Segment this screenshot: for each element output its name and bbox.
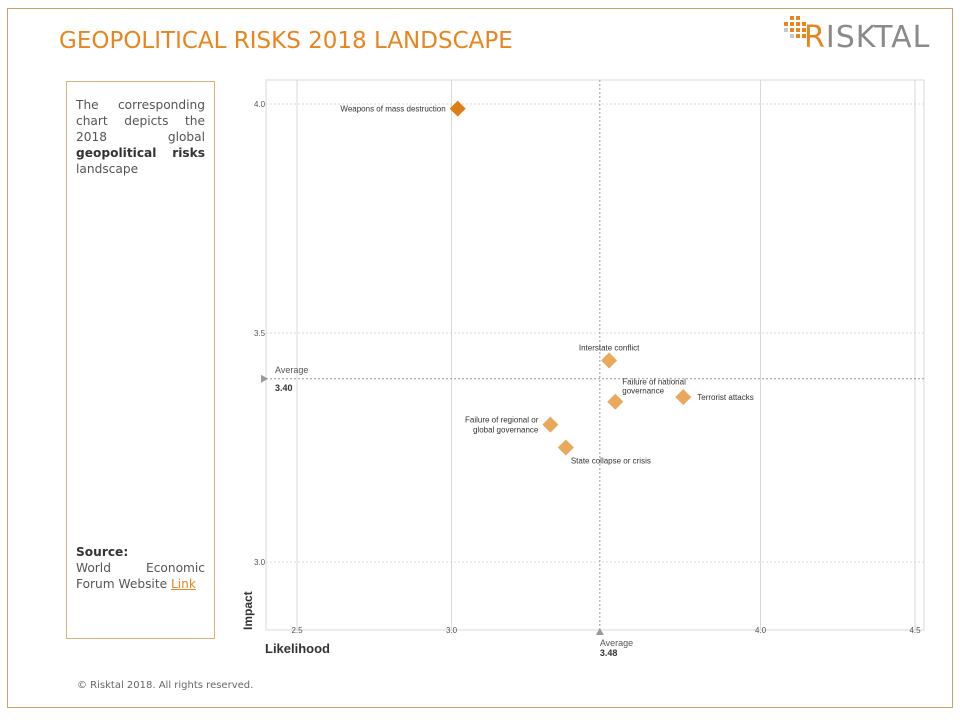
x-tick-label: 3.0: [446, 626, 458, 635]
logo-initial: R: [804, 20, 826, 55]
risk-label: Failure of regional or: [465, 416, 539, 425]
risktal-logo: RISKTAL: [784, 14, 934, 60]
source-text: World Economic Forum Website Link: [76, 560, 205, 592]
x-tick-label: 4.5: [909, 626, 921, 635]
description-text: The corresponding chart depicts the 2018…: [76, 97, 205, 177]
y-average-marker: [261, 374, 268, 383]
axis-layer: 2.5 3.0 4.0 4.5 3.0 3.5 4.0: [254, 100, 921, 635]
y-axis-label: Impact: [241, 591, 255, 630]
y-tick-label: 3.0: [254, 558, 266, 567]
x-average-value: 3.48: [600, 648, 618, 658]
logo-dots-icon: [784, 16, 806, 38]
source-label: Source:: [76, 545, 129, 559]
x-axis-label: Likelihood: [265, 641, 330, 656]
plot-frame: [265, 79, 925, 631]
description-highlight: geopolitical risks: [76, 146, 205, 160]
source-block: Source: World Economic Forum Website Lin…: [76, 544, 205, 592]
y-average-label: Average: [275, 365, 308, 375]
risk-marker: [542, 416, 559, 433]
risk-label: State collapse or crisis: [571, 457, 651, 466]
y-tick-label: 4.0: [254, 100, 266, 109]
x-average-label: Average: [600, 638, 633, 648]
y-average-value: 3.40: [275, 383, 293, 393]
slide-title: GEOPOLITICAL RISKS 2018 LANDSCAPE: [59, 28, 513, 54]
risk-label: governance: [622, 387, 664, 396]
x-tick-label: 2.5: [291, 626, 303, 635]
risk-label: Failure of national: [622, 378, 686, 387]
risk-marker: [675, 389, 692, 406]
grid-layer: [265, 79, 925, 631]
slide-frame: [7, 8, 953, 708]
risk-label: Terrorist attacks: [697, 393, 753, 402]
footer-copyright: © Risktal 2018. All rights reserved.: [77, 680, 254, 691]
y-tick-label: 3.5: [254, 329, 266, 338]
risk-label: global governance: [473, 426, 539, 435]
x-tick-label: 4.0: [755, 626, 767, 635]
risk-marker: [601, 352, 618, 369]
x-average-marker: [595, 628, 604, 635]
source-link[interactable]: Link: [170, 577, 196, 591]
risk-marker: [449, 100, 466, 117]
source-name: World Economic Forum Website: [76, 561, 205, 591]
description-part-1: The corresponding chart depicts the 2018…: [76, 98, 205, 144]
risk-label: Weapons of mass destruction: [340, 105, 445, 114]
logo-wordmark: RISKTAL: [804, 20, 930, 56]
risk-marker: [557, 439, 574, 456]
risk-marker: [607, 393, 624, 410]
description-part-2: landscape: [76, 162, 139, 176]
logo-name: ISKTAL: [825, 20, 931, 55]
risk-label: Interstate conflict: [579, 343, 640, 352]
point-layer: Weapons of mass destruction Interstate co…: [340, 100, 754, 466]
description-panel: The corresponding chart depicts the 2018…: [66, 81, 215, 639]
